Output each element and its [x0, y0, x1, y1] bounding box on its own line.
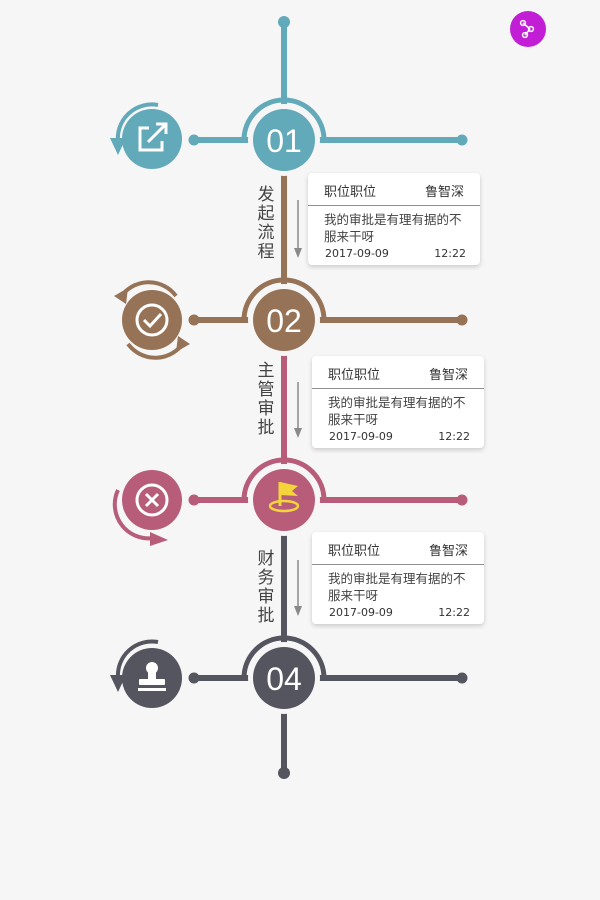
down-arrow-icon	[294, 560, 302, 616]
card-message: 我的审批是有理有据的不服来干呀	[328, 571, 466, 603]
step-1: 01	[110, 97, 468, 176]
spine-end-dot	[278, 767, 290, 779]
stage-label-finance-approval: 财务审批	[257, 549, 275, 626]
step-3	[112, 457, 468, 546]
card-position: 职位职位	[324, 185, 377, 200]
step-2-number: 02	[266, 303, 302, 339]
card-header: 职位职位 鲁智深	[308, 173, 480, 206]
step-4: 04	[110, 635, 468, 714]
share-nodes-icon	[519, 19, 535, 39]
approval-card-2[interactable]: 职位职位 鲁智深 我的审批是有理有据的不服来干呀 2017-09-09 12:2…	[312, 356, 484, 448]
close-circle-icon	[135, 483, 169, 517]
step-2: 02	[114, 277, 468, 360]
stage-label-manager-approval: 主管审批	[257, 361, 275, 438]
card-approver-name: 鲁智深	[428, 544, 468, 559]
card-time: 12:22	[438, 606, 470, 619]
start-process-button[interactable]	[110, 102, 182, 169]
external-link-icon	[138, 122, 168, 152]
card-position: 职位职位	[328, 368, 381, 383]
card-time: 12:22	[434, 247, 466, 260]
step-1-badge	[253, 109, 315, 171]
share-button[interactable]	[510, 11, 546, 47]
stamp-button[interactable]	[110, 639, 182, 708]
reject-button[interactable]	[112, 470, 182, 546]
approval-card-1[interactable]: 职位职位 鲁智深 我的审批是有理有据的不服来干呀 2017-09-09 12:2…	[308, 173, 480, 265]
flag-icon	[268, 482, 300, 513]
spine-start-dot	[278, 16, 290, 28]
card-message: 我的审批是有理有据的不服来干呀	[324, 212, 462, 244]
card-message: 我的审批是有理有据的不服来干呀	[328, 395, 466, 427]
card-position: 职位职位	[328, 544, 381, 559]
card-date: 2017-09-09	[329, 606, 393, 619]
approval-card-3[interactable]: 职位职位 鲁智深 我的审批是有理有据的不服来干呀 2017-09-09 12:2…	[312, 532, 484, 624]
step-1-number: 01	[266, 123, 302, 159]
card-approver-name: 鲁智深	[428, 368, 468, 383]
step-2-badge	[253, 289, 315, 351]
stamp-icon	[138, 662, 166, 691]
down-arrow-icon	[294, 382, 302, 438]
card-time: 12:22	[438, 430, 470, 443]
card-date: 2017-09-09	[325, 247, 389, 260]
step-4-number: 04	[266, 661, 302, 697]
stage-label-initiate: 发起流程	[257, 185, 275, 262]
card-date: 2017-09-09	[329, 430, 393, 443]
card-header: 职位职位 鲁智深	[312, 532, 484, 565]
down-arrow-icon	[294, 200, 302, 258]
card-approver-name: 鲁智深	[424, 185, 464, 200]
step-4-badge	[253, 647, 315, 709]
card-header: 职位职位 鲁智深	[312, 356, 484, 389]
approve-button[interactable]	[114, 280, 190, 360]
check-circle-icon	[135, 303, 169, 337]
